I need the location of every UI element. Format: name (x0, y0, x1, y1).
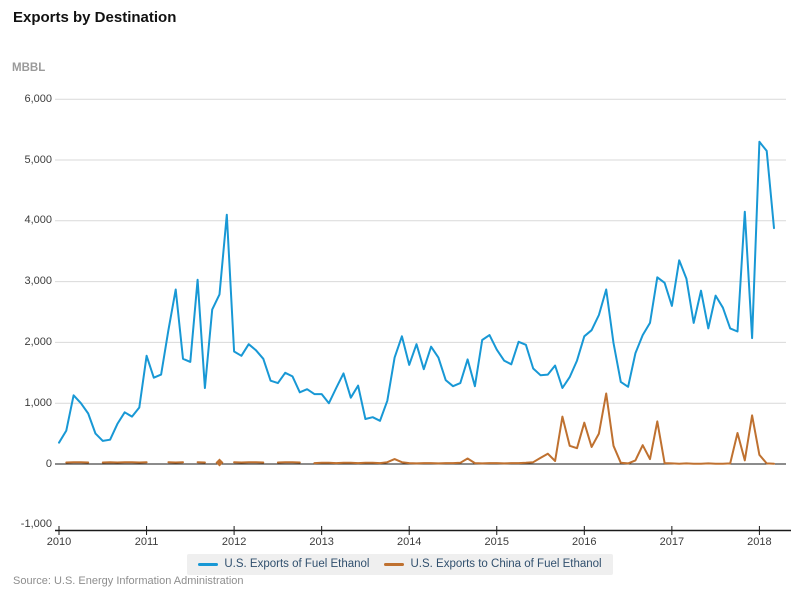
x-axis (55, 526, 791, 535)
isolated-point-marker (215, 458, 224, 467)
chart-title: Exports by Destination (13, 9, 177, 26)
source-note: Source: U.S. Energy Information Administ… (13, 575, 244, 587)
y-tick-label: 5,000 (24, 153, 52, 166)
x-tick-label: 2012 (221, 536, 247, 548)
y-tick-label: 6,000 (24, 92, 52, 105)
x-tick-label: 2015 (484, 536, 509, 548)
series-lines (58, 140, 775, 467)
legend-label-china-exports: U.S. Exports to China of Fuel Ethanol (410, 558, 602, 570)
y-tick-label: 0 (45, 457, 52, 470)
legend-box: U.S. Exports of Fuel Ethanol U.S. Export… (187, 554, 613, 575)
x-tick-label: 2011 (134, 536, 159, 548)
series-line-china-exports (313, 392, 775, 465)
series-line-us-exports (58, 140, 775, 444)
y-tick-label: 1,000 (24, 396, 52, 409)
y-tick-label: 4,000 (24, 214, 52, 227)
y-tick-label: 3,000 (24, 275, 52, 288)
x-tick-label: 2018 (747, 536, 772, 548)
y-tick-label: 2,000 (24, 335, 52, 348)
legend: U.S. Exports of Fuel Ethanol U.S. Export… (0, 554, 800, 575)
legend-item-china-exports[interactable]: U.S. Exports to China of Fuel Ethanol (384, 558, 602, 571)
x-tick-label: 2013 (309, 536, 334, 548)
x-tick-label: 2016 (572, 536, 597, 548)
legend-swatch-orange (384, 563, 405, 566)
x-tick-label: 2017 (659, 536, 685, 548)
legend-swatch-blue (198, 563, 219, 566)
y-axis-unit-label: MBBL (12, 62, 46, 74)
x-tick-label: 2014 (396, 536, 422, 548)
x-tick-label: 2010 (46, 536, 72, 548)
legend-label-us-exports: U.S. Exports of Fuel Ethanol (224, 558, 370, 570)
legend-item-us-exports[interactable]: U.S. Exports of Fuel Ethanol (198, 558, 369, 571)
y-tick-label: -1,000 (20, 518, 52, 531)
